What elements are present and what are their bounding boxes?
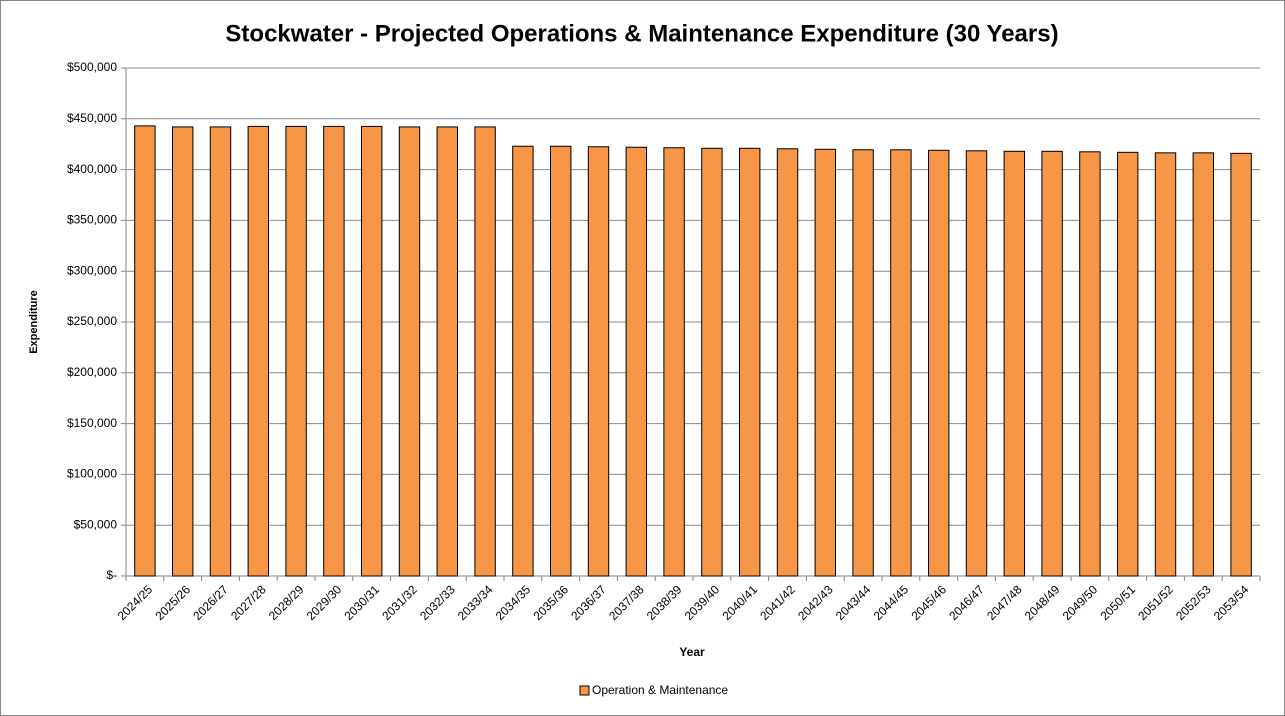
bar <box>663 147 685 577</box>
bar <box>171 126 194 577</box>
bar <box>1154 152 1177 577</box>
bar <box>701 147 723 577</box>
y-tick-label: $350,000 <box>67 213 117 227</box>
bar <box>436 126 459 577</box>
bar <box>587 146 610 577</box>
bar <box>360 125 383 577</box>
bar <box>1079 151 1101 577</box>
bar <box>398 126 421 577</box>
bar <box>1230 152 1252 577</box>
bar <box>738 147 761 577</box>
legend-swatch <box>579 685 590 696</box>
y-tick-label: $450,000 <box>67 111 117 125</box>
y-axis-title: Expenditure <box>28 290 40 354</box>
chart-title: Stockwater - Projected Operations & Main… <box>225 20 1058 47</box>
bar <box>209 126 232 577</box>
y-tick-label: $50,000 <box>74 517 118 531</box>
bar <box>776 148 799 577</box>
bar <box>852 149 874 577</box>
bar <box>1192 152 1215 577</box>
bar <box>1116 151 1139 577</box>
legend-label: Operation & Maintenance <box>592 683 728 697</box>
x-axis-title: Year <box>679 645 705 659</box>
y-tick-label: $100,000 <box>67 467 117 481</box>
y-tick-label: $500,000 <box>67 60 117 74</box>
y-tick-label: $400,000 <box>67 162 117 176</box>
bar <box>549 145 572 577</box>
bar <box>1041 150 1063 577</box>
bar <box>134 125 156 577</box>
bar <box>474 126 496 577</box>
bar <box>247 125 270 577</box>
bar <box>927 149 950 577</box>
bar <box>512 145 534 577</box>
y-tick-label: $150,000 <box>67 416 117 430</box>
y-tick-label: $300,000 <box>67 263 117 277</box>
bar <box>625 146 648 577</box>
y-tick-label: $250,000 <box>67 314 117 328</box>
bar <box>814 148 837 577</box>
bar <box>323 125 345 577</box>
bar <box>285 125 307 577</box>
bar <box>965 150 988 577</box>
bar <box>1003 150 1026 577</box>
y-tick-label: $- <box>106 568 117 582</box>
y-tick-label: $200,000 <box>67 365 117 379</box>
bar <box>890 149 912 577</box>
